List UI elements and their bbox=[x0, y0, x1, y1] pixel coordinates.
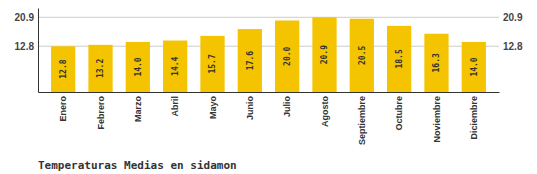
x-tick-label: Diciembre bbox=[469, 96, 479, 140]
data-label: 14.0 bbox=[470, 57, 479, 76]
y-tick-label: 12.8 bbox=[15, 41, 35, 52]
x-tick: Julio bbox=[282, 96, 292, 118]
y-tick-label-right: 20.9 bbox=[503, 12, 523, 23]
y-axis-line bbox=[38, 9, 39, 93]
data-labels: 12.8 13.2 14.0 14.4 15.7 17.6 20.0 20.9 20.5 18.5… bbox=[59, 45, 479, 79]
bar bbox=[275, 21, 299, 92]
bar bbox=[163, 41, 187, 92]
data-label: 17.6 bbox=[246, 51, 255, 70]
bar bbox=[238, 29, 262, 92]
bar bbox=[312, 17, 336, 92]
x-tick: Febrero bbox=[96, 96, 106, 130]
x-tick-label: Septiembre bbox=[357, 96, 367, 145]
data-label: 15.7 bbox=[208, 54, 217, 73]
y-axis: 12.8 20.9 bbox=[15, 9, 39, 93]
data-label: 20.9 bbox=[320, 45, 329, 64]
x-tick-label: Enero bbox=[58, 96, 68, 122]
y-axis-right: 12.8 20.9 bbox=[503, 12, 523, 52]
data-label: 13.2 bbox=[96, 59, 105, 78]
bar bbox=[126, 42, 150, 92]
x-tick: Diciembre bbox=[469, 96, 479, 140]
bar bbox=[51, 46, 75, 92]
bar bbox=[424, 34, 448, 92]
x-axis: Enero Febrero Marzo Abril Mayo Junio Julio Agos… bbox=[39, 93, 500, 146]
x-tick-label: Febrero bbox=[96, 96, 106, 130]
x-tick: Marzo bbox=[133, 96, 143, 123]
x-tick-label: Junio bbox=[245, 95, 255, 120]
y-tick-right: 12.8 bbox=[503, 41, 523, 52]
plot: 12.8 20.9 12.8 20.9 Enero Febrero Marzo Abril Ma… bbox=[15, 9, 523, 146]
x-tick-label: Mayo bbox=[208, 96, 218, 120]
x-tick: Abril bbox=[170, 96, 180, 117]
bars bbox=[51, 17, 486, 92]
y-tick-label-right: 12.8 bbox=[503, 41, 523, 52]
x-tick: Septiembre bbox=[357, 96, 367, 145]
y-tick-right: 20.9 bbox=[503, 12, 523, 23]
bar bbox=[462, 42, 486, 92]
x-tick: Agosto bbox=[320, 96, 330, 127]
y-tick: 12.8 bbox=[15, 41, 35, 52]
x-tick-label: Octubre bbox=[394, 96, 404, 131]
x-tick-label: Marzo bbox=[133, 96, 143, 123]
bar bbox=[350, 19, 374, 92]
x-tick: Junio bbox=[245, 95, 255, 120]
data-label: 18.5 bbox=[395, 49, 404, 68]
data-label: 14.0 bbox=[134, 57, 143, 76]
x-tick: Mayo bbox=[208, 96, 218, 120]
data-label: 12.8 bbox=[59, 59, 68, 78]
data-label: 20.5 bbox=[358, 46, 367, 65]
title: Temperaturas Medias en sidamon bbox=[38, 159, 237, 172]
bar bbox=[200, 36, 224, 92]
x-tick-label: Noviembre bbox=[432, 96, 442, 143]
y-tick-label: 20.9 bbox=[15, 12, 35, 23]
data-label: 20.0 bbox=[283, 46, 292, 65]
y-tick: 20.9 bbox=[15, 12, 35, 23]
grid-line bbox=[38, 17, 499, 18]
x-tick-label: Julio bbox=[282, 96, 292, 118]
bar bbox=[88, 45, 112, 92]
chart-svg: 12.8 20.9 12.8 20.9 Enero Febrero Marzo Abril Ma… bbox=[0, 0, 537, 174]
x-axis-line bbox=[39, 92, 500, 93]
data-label: 16.3 bbox=[432, 53, 441, 72]
x-tick: Noviembre bbox=[432, 96, 442, 143]
bar bbox=[387, 26, 411, 92]
x-tick: Enero bbox=[58, 96, 68, 122]
chart-container: 12.8 20.9 12.8 20.9 Enero Febrero Marzo Abril Ma… bbox=[0, 0, 537, 174]
data-label: 14.4 bbox=[171, 56, 180, 75]
x-tick-label: Agosto bbox=[320, 96, 330, 127]
x-tick-label: Abril bbox=[170, 96, 180, 117]
x-tick: Octubre bbox=[394, 96, 404, 131]
